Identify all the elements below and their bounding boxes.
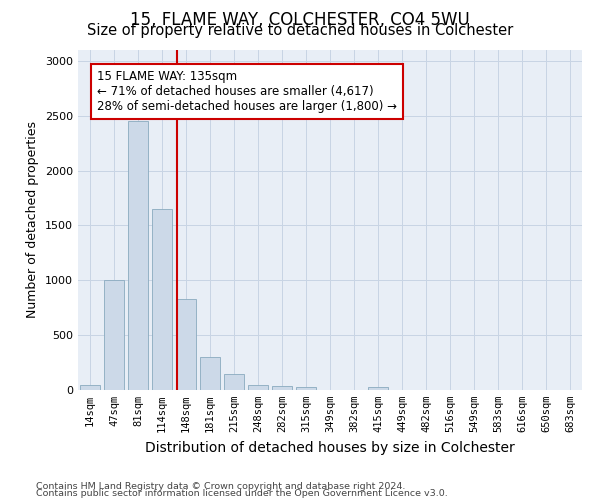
Bar (368, 386, 388, 390)
Text: Contains HM Land Registry data © Crown copyright and database right 2024.: Contains HM Land Registry data © Crown c… (36, 482, 406, 491)
Bar (200, 357, 220, 390)
Bar (224, 374, 244, 390)
Bar (248, 384, 268, 390)
Text: 15 FLAME WAY: 135sqm
← 71% of detached houses are smaller (4,617)
28% of semi-de: 15 FLAME WAY: 135sqm ← 71% of detached h… (97, 70, 397, 112)
Bar (104, 280, 124, 390)
Y-axis label: Number of detached properties: Number of detached properties (26, 122, 40, 318)
Bar (80, 384, 100, 390)
Bar (272, 386, 292, 390)
Bar (176, 299, 196, 390)
Bar (128, 122, 148, 390)
Text: 15, FLAME WAY, COLCHESTER, CO4 5WU: 15, FLAME WAY, COLCHESTER, CO4 5WU (130, 11, 470, 29)
Bar (152, 209, 172, 390)
X-axis label: Distribution of detached houses by size in Colchester: Distribution of detached houses by size … (145, 440, 515, 454)
Text: Contains public sector information licensed under the Open Government Licence v3: Contains public sector information licen… (36, 489, 448, 498)
Text: Size of property relative to detached houses in Colchester: Size of property relative to detached ho… (87, 22, 513, 38)
Bar (296, 388, 316, 390)
